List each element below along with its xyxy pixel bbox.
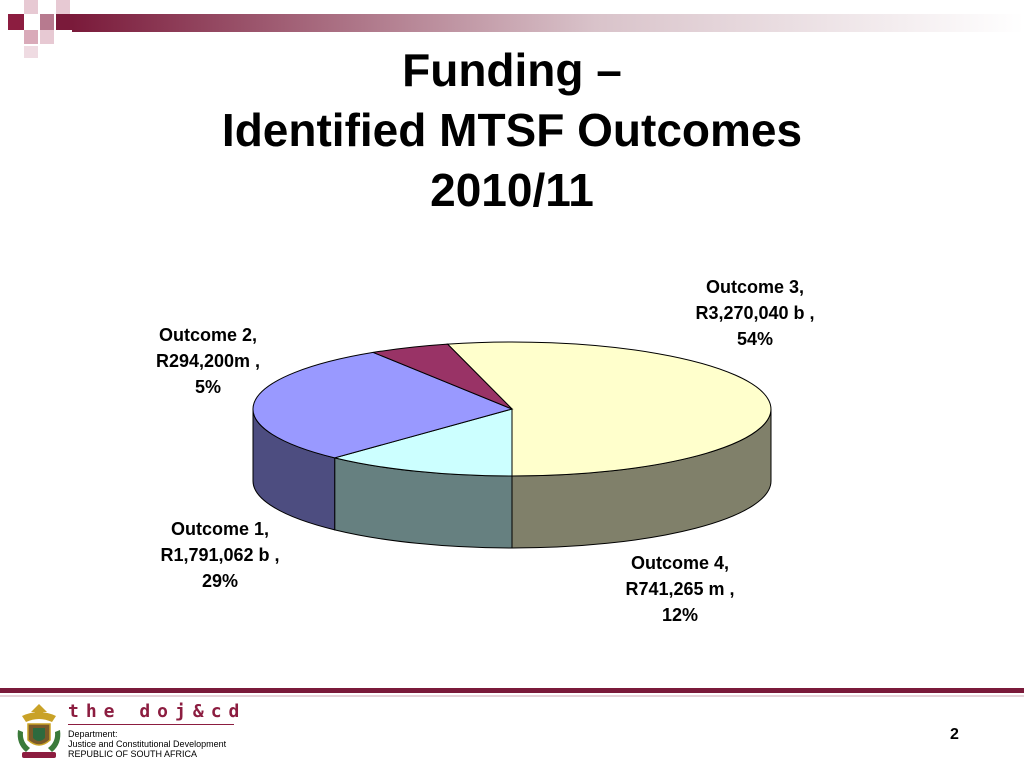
page-number: 2 bbox=[950, 726, 959, 743]
label-outcome-3-percent: 54% bbox=[736, 329, 774, 349]
department-text: Department: Justice and Constitutional D… bbox=[68, 729, 226, 759]
department-name: Justice and Constitutional Development bbox=[68, 739, 227, 749]
label-outcome-2-percent: 5% bbox=[194, 377, 221, 397]
coat-of-arms-icon bbox=[17, 704, 61, 758]
label-outcome-4-name: Outcome 4, bbox=[630, 553, 730, 573]
pie-chart bbox=[252, 341, 772, 549]
label-outcome-1: Outcome 1, R1,791,062 b , 29% bbox=[130, 516, 310, 594]
brand-rule bbox=[68, 724, 234, 725]
pie-slice-outcome-4 bbox=[332, 408, 513, 477]
title-line-1: Funding – bbox=[402, 44, 622, 96]
label-outcome-2: Outcome 2, R294,200m , 5% bbox=[128, 322, 288, 400]
label-outcome-4-percent: 12% bbox=[661, 605, 699, 625]
pie-slice-outcome-1 bbox=[252, 351, 514, 459]
label-outcome-3-name: Outcome 3, bbox=[705, 277, 805, 297]
footer bbox=[0, 697, 1024, 768]
label-outcome-2-name: Outcome 2, bbox=[158, 325, 258, 345]
title-line-3: 2010/11 bbox=[430, 164, 594, 216]
label-outcome-4-amount: R741,265 m , bbox=[625, 579, 735, 599]
department-label: Department: bbox=[68, 729, 118, 739]
label-outcome-1-amount: R1,791,062 b , bbox=[160, 545, 280, 565]
title-line-2: Identified MTSF Outcomes bbox=[221, 104, 803, 156]
country-name: REPUBLIC OF SOUTH AFRICA bbox=[68, 749, 198, 759]
pie-slice-outcome-3 bbox=[446, 341, 772, 477]
header-decoration bbox=[8, 0, 1024, 58]
brand-wordmark: the doj&cd bbox=[68, 701, 247, 722]
label-outcome-1-name: Outcome 1, bbox=[170, 519, 270, 539]
footer-divider bbox=[0, 688, 1024, 693]
slide-title: Funding – Identified MTSF Outcomes 2010/… bbox=[0, 40, 1024, 220]
footer-divider-light bbox=[0, 695, 1024, 697]
label-outcome-4: Outcome 4, R741,265 m , 12% bbox=[590, 550, 770, 628]
label-outcome-3: Outcome 3, R3,270,040 b , 54% bbox=[665, 274, 845, 352]
label-outcome-3-amount: R3,270,040 b , bbox=[695, 303, 815, 323]
pie-slice-outcome-2 bbox=[371, 343, 513, 410]
label-outcome-1-percent: 29% bbox=[201, 571, 239, 591]
label-outcome-2-amount: R294,200m , bbox=[155, 351, 261, 371]
